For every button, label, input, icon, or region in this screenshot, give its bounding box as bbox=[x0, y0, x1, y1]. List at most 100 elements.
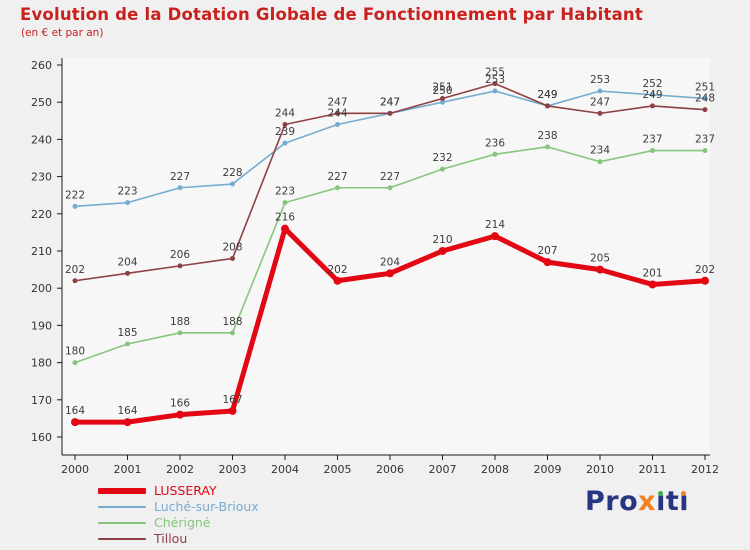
value-label-Chérigné: 237 bbox=[642, 134, 662, 146]
chart-subtitle: (en € et par an) bbox=[21, 27, 104, 39]
series-point-Luché-sur-Brioux bbox=[702, 95, 708, 101]
value-label-Chérigné: 227 bbox=[327, 171, 347, 183]
legend-label: LUSSERAY bbox=[154, 483, 217, 498]
series-point-LUSSERAY bbox=[123, 418, 132, 427]
value-label-LUSSERAY: 214 bbox=[485, 219, 505, 231]
series-point-Tillou bbox=[387, 110, 393, 116]
legend-label: Tillou bbox=[154, 531, 188, 546]
x-tick-label: 2000 bbox=[61, 463, 89, 476]
value-label-Luché-sur-Brioux: 251 bbox=[695, 81, 715, 93]
value-label-Tillou: 208 bbox=[222, 241, 242, 253]
series-point-LUSSERAY bbox=[281, 224, 289, 233]
value-label-Luché-sur-Brioux: 247 bbox=[380, 96, 400, 108]
value-label-Tillou: 248 bbox=[695, 93, 715, 105]
series-point-Chérigné bbox=[335, 185, 340, 191]
logo-letter: Pro bbox=[585, 486, 639, 517]
series-point-Tillou bbox=[230, 255, 235, 261]
legend-item-Luché-sur-Brioux: Luché-sur-Brioux bbox=[98, 500, 259, 513]
proxiti-logo: Proxı tı bbox=[585, 486, 689, 517]
series-point-Tillou bbox=[545, 103, 550, 109]
value-label-Tillou: 247 bbox=[590, 96, 610, 108]
value-label-Tillou: 202 bbox=[65, 264, 85, 276]
series-point-Chérigné bbox=[72, 360, 78, 366]
y-tick-label: 240 bbox=[31, 133, 52, 146]
series-point-Tillou bbox=[72, 278, 78, 284]
plot-area bbox=[62, 58, 710, 455]
legend-label: Chérigné bbox=[154, 515, 211, 530]
legend-swatch bbox=[98, 505, 146, 508]
value-label-Tillou: 247 bbox=[327, 96, 347, 108]
series-point-Chérigné bbox=[702, 148, 708, 154]
series-point-Chérigné bbox=[492, 151, 498, 157]
value-label-Luché-sur-Brioux: 244 bbox=[327, 108, 347, 120]
value-label-Chérigné: 238 bbox=[537, 130, 557, 142]
logo-dot bbox=[657, 491, 663, 496]
value-label-Chérigné: 237 bbox=[695, 134, 715, 146]
value-label-Luché-sur-Brioux: 253 bbox=[485, 74, 505, 86]
x-tick-label: 2008 bbox=[481, 463, 509, 476]
x-tick-label: 2010 bbox=[586, 463, 614, 476]
value-label-LUSSERAY: 202 bbox=[327, 264, 347, 276]
series-point-Tillou bbox=[282, 122, 288, 128]
value-label-Luché-sur-Brioux: 252 bbox=[642, 78, 662, 90]
logo-letter: t bbox=[665, 486, 680, 517]
value-label-Chérigné: 227 bbox=[380, 171, 400, 183]
series-point-Chérigné bbox=[545, 144, 550, 150]
x-tick-label: 2006 bbox=[376, 463, 404, 476]
series-point-Luché-sur-Brioux bbox=[650, 92, 655, 98]
series-point-Chérigné bbox=[597, 159, 603, 165]
x-tick-label: 2009 bbox=[534, 463, 562, 476]
series-point-LUSSERAY bbox=[71, 418, 79, 427]
x-tick-label: 2005 bbox=[324, 463, 352, 476]
y-tick-label: 180 bbox=[31, 357, 52, 370]
value-label-Chérigné: 236 bbox=[485, 137, 505, 149]
value-label-Tillou: 244 bbox=[275, 108, 295, 120]
series-point-Luché-sur-Brioux bbox=[230, 181, 235, 187]
value-label-Luché-sur-Brioux: 228 bbox=[222, 167, 242, 179]
logo-letter: x bbox=[638, 486, 657, 517]
legend-swatch bbox=[98, 487, 146, 494]
series-point-Tillou bbox=[440, 95, 445, 101]
series-point-Chérigné bbox=[125, 341, 130, 347]
value-label-LUSSERAY: 164 bbox=[117, 405, 137, 417]
series-point-LUSSERAY bbox=[176, 410, 184, 419]
value-label-Tillou: 206 bbox=[170, 249, 190, 261]
logo-letter: ı bbox=[656, 486, 666, 517]
y-tick-label: 220 bbox=[31, 208, 52, 221]
series-point-Tillou bbox=[335, 110, 340, 116]
series-point-Tillou bbox=[492, 81, 498, 87]
value-label-LUSSERAY: 210 bbox=[432, 234, 452, 246]
value-label-Tillou: 255 bbox=[485, 67, 505, 79]
series-point-Tillou bbox=[177, 263, 183, 269]
y-tick-label: 250 bbox=[31, 96, 52, 109]
value-label-Chérigné: 185 bbox=[117, 327, 137, 339]
series-point-Luché-sur-Brioux bbox=[440, 99, 445, 105]
series-point-Chérigné bbox=[440, 166, 445, 172]
series-point-Tillou bbox=[702, 107, 708, 113]
series-point-Tillou bbox=[650, 103, 655, 109]
x-tick-label: 2001 bbox=[114, 463, 142, 476]
y-tick-label: 190 bbox=[31, 319, 52, 332]
series-point-LUSSERAY bbox=[333, 276, 342, 285]
y-tick-label: 200 bbox=[31, 282, 52, 295]
value-label-LUSSERAY: 164 bbox=[65, 405, 85, 417]
series-point-LUSSERAY bbox=[596, 265, 604, 274]
series-point-Chérigné bbox=[230, 330, 235, 336]
value-label-Tillou: 247 bbox=[380, 96, 400, 108]
x-tick-label: 2002 bbox=[166, 463, 194, 476]
series-point-Luché-sur-Brioux bbox=[72, 203, 78, 209]
y-tick-label: 160 bbox=[31, 431, 52, 444]
series-point-LUSSERAY bbox=[386, 269, 394, 278]
value-label-Luché-sur-Brioux: 223 bbox=[117, 186, 137, 198]
series-point-Tillou bbox=[125, 270, 130, 276]
series-point-Luché-sur-Brioux bbox=[597, 88, 603, 94]
legend-label: Luché-sur-Brioux bbox=[154, 499, 259, 514]
value-label-Chérigné: 188 bbox=[222, 316, 242, 328]
legend: LUSSERAY Luché-sur-Brioux Chérigné Tillou bbox=[98, 484, 259, 545]
value-label-Tillou: 204 bbox=[117, 256, 137, 268]
value-label-Luché-sur-Brioux: 227 bbox=[170, 171, 190, 183]
value-label-LUSSERAY: 204 bbox=[380, 256, 400, 268]
x-tick-label: 2004 bbox=[271, 463, 299, 476]
x-tick-label: 2007 bbox=[429, 463, 457, 476]
